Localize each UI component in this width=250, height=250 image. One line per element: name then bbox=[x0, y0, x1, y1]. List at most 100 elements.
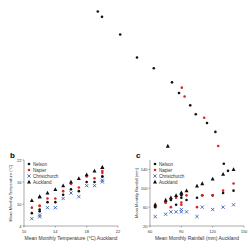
point bbox=[196, 196, 199, 199]
x-tick bbox=[244, 226, 245, 228]
point bbox=[136, 56, 139, 59]
x-tick bbox=[150, 226, 151, 228]
y-axis bbox=[150, 160, 151, 226]
label: Napier bbox=[159, 168, 173, 173]
point bbox=[61, 183, 65, 187]
label: 120 bbox=[209, 229, 216, 234]
label: 10 bbox=[22, 229, 27, 234]
label: Christchurch bbox=[33, 174, 59, 179]
point bbox=[179, 191, 183, 195]
y-tick bbox=[23, 226, 25, 227]
point bbox=[54, 206, 57, 209]
point bbox=[54, 197, 57, 200]
point bbox=[217, 145, 220, 148]
point bbox=[30, 217, 33, 220]
legend-marker bbox=[28, 169, 31, 172]
point bbox=[93, 169, 97, 173]
point bbox=[201, 206, 204, 209]
label: 10 bbox=[17, 202, 22, 207]
point bbox=[77, 176, 81, 180]
point bbox=[62, 190, 65, 193]
legend-marker bbox=[154, 163, 157, 166]
x-tick bbox=[212, 226, 213, 228]
point bbox=[223, 162, 226, 165]
point bbox=[46, 197, 49, 200]
plot-area bbox=[97, 10, 230, 172]
label: 150 bbox=[241, 229, 248, 234]
point bbox=[31, 212, 34, 215]
label: 4 bbox=[19, 224, 22, 229]
point bbox=[153, 203, 157, 207]
label: 20 bbox=[143, 224, 148, 229]
point bbox=[46, 201, 49, 204]
point bbox=[62, 194, 65, 197]
point bbox=[164, 213, 167, 216]
y-tick bbox=[23, 204, 25, 205]
point bbox=[100, 165, 104, 169]
label: Mean Monthly Temperature (°C) bbox=[8, 164, 13, 222]
point bbox=[171, 81, 174, 84]
point bbox=[69, 180, 73, 184]
point bbox=[196, 206, 199, 209]
label: Mean Monthly Temperature (°C) Auckland bbox=[25, 235, 118, 241]
point bbox=[93, 177, 96, 180]
point bbox=[153, 67, 156, 70]
point bbox=[166, 144, 170, 148]
point bbox=[211, 177, 215, 181]
point bbox=[31, 206, 34, 209]
point bbox=[185, 210, 188, 213]
point bbox=[169, 210, 172, 213]
point bbox=[85, 172, 89, 176]
point bbox=[222, 189, 225, 192]
label: c bbox=[136, 151, 141, 160]
point bbox=[101, 175, 104, 178]
point bbox=[195, 113, 198, 116]
legend-marker bbox=[28, 163, 31, 166]
point bbox=[154, 215, 157, 218]
label: Auckland bbox=[33, 180, 52, 185]
y-tick bbox=[23, 160, 25, 161]
plot-area bbox=[153, 167, 235, 218]
point bbox=[170, 206, 173, 209]
x-axis bbox=[150, 226, 244, 227]
point bbox=[206, 122, 209, 125]
point bbox=[169, 196, 173, 200]
point bbox=[46, 191, 50, 195]
label: 140 bbox=[141, 167, 148, 172]
y-tick bbox=[149, 207, 151, 208]
point bbox=[227, 170, 230, 173]
point bbox=[93, 184, 96, 187]
x-axis bbox=[24, 226, 118, 227]
label: Nelson bbox=[33, 162, 48, 167]
y-axis bbox=[24, 160, 25, 226]
plot-area bbox=[30, 165, 105, 220]
legend-marker bbox=[27, 180, 31, 184]
legend-marker bbox=[153, 174, 156, 177]
point bbox=[185, 194, 188, 197]
label: Mean Monthly Rainfall (mm) Auckland bbox=[155, 235, 239, 241]
point bbox=[175, 203, 178, 206]
point bbox=[232, 203, 235, 206]
point bbox=[101, 16, 104, 19]
point bbox=[211, 194, 214, 197]
point bbox=[180, 208, 183, 211]
label: 100 bbox=[141, 186, 148, 191]
point bbox=[154, 203, 157, 206]
label: Auckland bbox=[159, 180, 178, 185]
point bbox=[164, 198, 168, 202]
legend-marker bbox=[153, 180, 157, 184]
point bbox=[214, 131, 217, 134]
label: 90 bbox=[179, 229, 184, 234]
point bbox=[222, 206, 225, 209]
x-tick bbox=[181, 226, 182, 228]
legend-marker bbox=[27, 174, 30, 177]
point bbox=[185, 199, 188, 202]
point bbox=[178, 92, 181, 95]
point bbox=[38, 213, 41, 216]
label: 18 bbox=[84, 229, 89, 234]
x-tick bbox=[24, 226, 25, 228]
point bbox=[93, 181, 96, 184]
point bbox=[53, 187, 57, 191]
x-tick bbox=[118, 226, 119, 228]
point bbox=[77, 195, 80, 198]
